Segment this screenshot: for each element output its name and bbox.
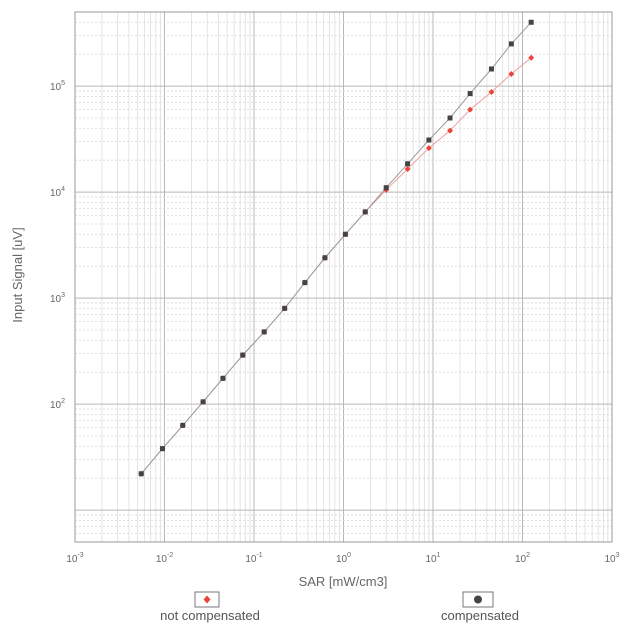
series-line-compensated (140, 21, 532, 475)
data-point-compensated (508, 41, 514, 47)
y-axis-title: Input Signal [uV] (10, 227, 25, 322)
legend-diamond-marker (203, 595, 211, 604)
data-point-not-compensated (488, 88, 495, 95)
data-point-not-compensated (467, 106, 474, 113)
x-tick-label: 103 (604, 552, 619, 565)
legend-item-compensated: compensated (441, 591, 519, 623)
data-point-compensated (302, 280, 308, 286)
data-point-not-compensated (447, 127, 454, 134)
data-point-compensated (240, 352, 246, 358)
data-point-not-compensated (528, 54, 535, 61)
data-point-compensated (342, 231, 348, 237)
x-axis-title: SAR [mW/cm3] (299, 574, 388, 589)
data-point-compensated (383, 185, 389, 191)
data-point-compensated (200, 399, 206, 405)
data-markers (138, 19, 535, 477)
data-point-compensated (138, 471, 144, 477)
legend-label-compensated: compensated (441, 608, 519, 623)
data-point-compensated (426, 137, 432, 143)
data-point-compensated (528, 19, 534, 25)
x-tick-label: 100 (336, 552, 351, 565)
y-tick-label: 103 (50, 292, 65, 305)
legend-circle-marker (474, 595, 482, 604)
data-point-compensated (282, 305, 288, 311)
legend-label-not-compensated: not compensated (160, 608, 260, 623)
data-point-not-compensated (508, 71, 515, 78)
y-tick-label: 102 (50, 398, 65, 411)
x-tick-label: 101 (425, 552, 440, 565)
data-point-compensated (488, 66, 494, 72)
x-tick-label: 10-2 (156, 552, 173, 565)
y-tick-label: 104 (50, 186, 65, 199)
legend-item-not-compensated: not compensated (160, 591, 260, 623)
data-point-compensated (447, 115, 453, 121)
data-point-compensated (467, 91, 473, 97)
legend: not compensated compensated (160, 591, 519, 623)
data-point-compensated (261, 329, 267, 335)
grid (74, 11, 613, 543)
x-tick-label: 102 (515, 552, 530, 565)
series-lines (140, 21, 532, 475)
data-point-compensated (180, 422, 186, 428)
data-point-compensated (362, 209, 368, 215)
x-tick-label: 10-1 (245, 552, 262, 565)
tick-labels: 10-3 10-2 10-1 100 101 102 103 102 103 104 105 (50, 80, 620, 565)
plot-frame (74, 11, 613, 543)
data-point-not-compensated (425, 145, 432, 152)
data-point-not-compensated (404, 166, 411, 173)
data-point-compensated (405, 161, 411, 167)
data-point-compensated (160, 446, 166, 452)
y-tick-label: 105 (50, 80, 65, 93)
data-point-compensated (322, 255, 328, 261)
x-tick-label: 10-3 (66, 552, 83, 565)
data-point-compensated (220, 375, 226, 381)
